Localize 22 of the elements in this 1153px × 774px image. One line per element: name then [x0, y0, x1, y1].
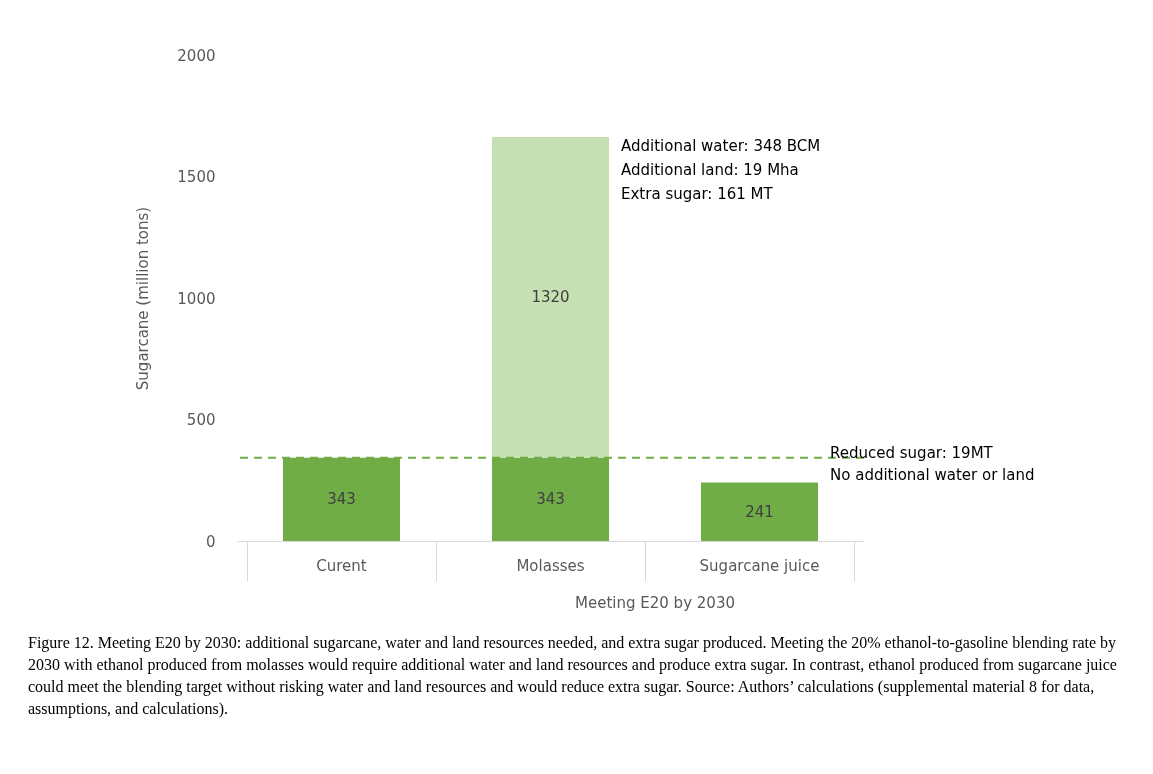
- x-tick-label: Curent: [316, 557, 367, 575]
- data-label: 343: [536, 490, 565, 509]
- annotation: Additional land: 19 Mha: [621, 160, 799, 179]
- x-tick-label: Molasses: [516, 557, 585, 575]
- bar: [700, 482, 819, 541]
- y-tick-label: 500: [186, 411, 216, 429]
- y-axis-title: Sugarcane (million tons): [134, 206, 153, 391]
- annotation: No additional water or land: [830, 466, 1035, 485]
- annotation: Reduced sugar: 19MT: [830, 444, 994, 463]
- y-tick-label: 2000: [177, 46, 216, 65]
- data-label: 1320: [531, 288, 570, 307]
- annotation: Extra sugar: 161 MT: [621, 184, 774, 203]
- x-tick-label: Sugarcane juice: [699, 557, 820, 575]
- caption: Figure 12. Meeting E20 by 2030: additional sugarcane, water and land resources needed, and extra sugar produced. Meeting the 20% ethanol-to-gasoline blending rate by 2030 with ethanol produced from molasses would require additional water and land resources and produce extra sugar. In contrast, ethanol produced from sugarcane juice could meet the blending target without risking water and land resources and would reduce extra sugar. Source: Authors’ calculations (supplemental material 8 for data, assumptions, and calculations).: [28, 633, 1118, 720]
- y-tick-label: 1500: [177, 168, 216, 186]
- y-tick-label: 0: [205, 532, 216, 551]
- annotation: Additional water: 348 BCM: [621, 136, 821, 155]
- data-label: 343: [327, 490, 356, 509]
- text: Meeting E20 by 2030: [575, 594, 735, 612]
- data-label: 241: [745, 502, 774, 521]
- bar: [491, 136, 610, 458]
- y-tick-label: 1000: [177, 289, 216, 308]
